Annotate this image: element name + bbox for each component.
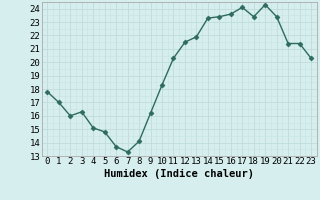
X-axis label: Humidex (Indice chaleur): Humidex (Indice chaleur) xyxy=(104,169,254,179)
